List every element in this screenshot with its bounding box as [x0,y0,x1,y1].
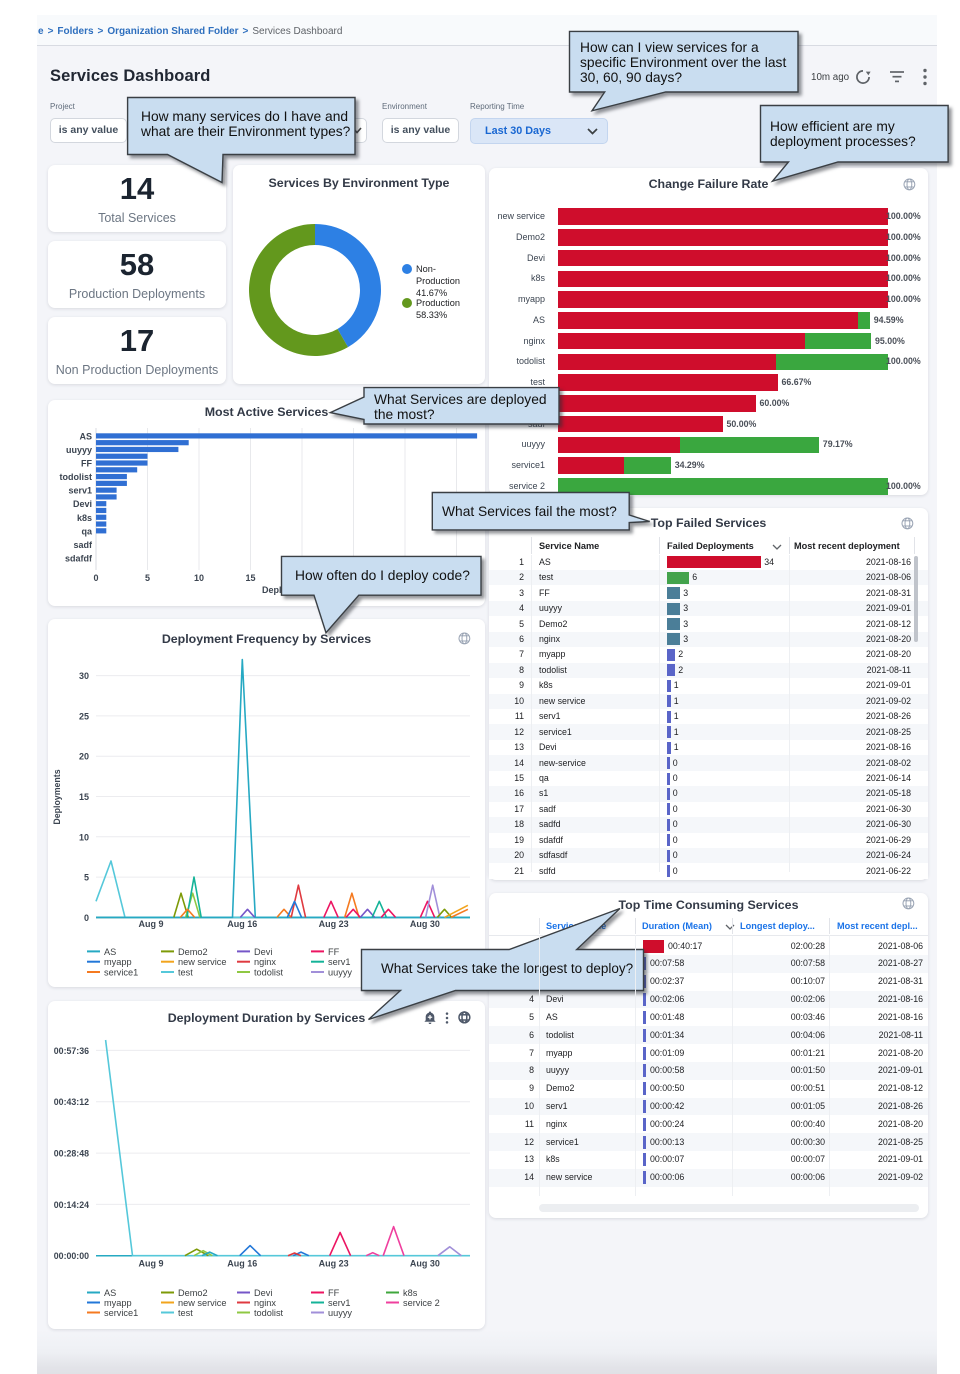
svg-text:Non-: Non- [416,264,436,274]
svg-text:Aug 9: Aug 9 [138,919,163,929]
svg-text:00:00:00: 00:00:00 [54,1251,89,1261]
svg-text:Aug 16: Aug 16 [227,919,257,929]
svg-text:Aug 9: Aug 9 [138,1259,163,1269]
svg-text:Devi: Devi [254,947,272,957]
svg-text:00:57:36: 00:57:36 [54,1046,89,1056]
svg-text:uuyyy: uuyyy [328,968,352,978]
svg-text:Production: Production [416,298,460,308]
svg-text:00:43:12: 00:43:12 [54,1097,89,1107]
svg-text:sadf: sadf [73,540,93,550]
svg-text:nginx: nginx [254,957,276,967]
svg-text:todolist: todolist [254,968,284,978]
svg-text:FF: FF [328,1288,340,1298]
svg-text:Aug 30: Aug 30 [410,1259,440,1269]
svg-text:5: 5 [145,573,150,583]
svg-text:Aug 23: Aug 23 [319,919,349,929]
svg-text:30: 30 [79,671,89,681]
svg-text:k8s: k8s [77,513,92,523]
svg-text:new service: new service [178,957,227,967]
svg-text:0: 0 [93,573,98,583]
svg-text:service 2: service 2 [403,1298,440,1308]
svg-text:Aug 23: Aug 23 [319,1259,349,1269]
svg-text:Demo2: Demo2 [178,947,208,957]
svg-text:test: test [178,1308,193,1318]
svg-text:new service: new service [178,1298,227,1308]
svg-text:todolist: todolist [254,1308,284,1318]
svg-text:uuyyy: uuyyy [66,445,92,455]
svg-text:20: 20 [79,752,89,762]
svg-text:serv1: serv1 [328,1298,350,1308]
svg-text:service1: service1 [104,968,138,978]
svg-text:Aug 16: Aug 16 [227,1259,257,1269]
svg-text:myapp: myapp [104,1298,132,1308]
svg-text:AS: AS [104,947,116,957]
svg-text:Demo2: Demo2 [178,1288,208,1298]
svg-text:Aug 30: Aug 30 [410,919,440,929]
svg-text:10: 10 [79,832,89,842]
svg-text:0: 0 [84,913,89,923]
svg-text:Devi: Devi [254,1288,272,1298]
svg-text:AS: AS [79,431,92,441]
svg-text:Devi: Devi [73,499,92,509]
svg-text:todolist: todolist [60,472,93,482]
svg-text:FF: FF [328,947,340,957]
svg-text:00:14:24: 00:14:24 [54,1200,89,1210]
svg-text:myapp: myapp [104,957,132,967]
svg-text:58.33%: 58.33% [416,310,447,320]
svg-text:sdafdf: sdafdf [65,553,93,563]
svg-text:uuyyy: uuyyy [328,1308,352,1318]
svg-text:nginx: nginx [254,1298,276,1308]
svg-text:AS: AS [104,1288,116,1298]
svg-text:10: 10 [194,573,204,583]
svg-text:25: 25 [79,711,89,721]
svg-text:15: 15 [79,792,89,802]
svg-text:serv1: serv1 [328,957,350,967]
svg-text:service1: service1 [104,1308,138,1318]
svg-text:serv1: serv1 [68,486,92,496]
svg-text:qa: qa [81,526,92,536]
svg-text:15: 15 [245,573,255,583]
svg-text:k8s: k8s [403,1288,418,1298]
svg-text:00:28:48: 00:28:48 [54,1149,89,1159]
svg-text:5: 5 [84,873,89,883]
svg-text:Deployments: Deployments [52,769,62,824]
svg-text:test: test [178,968,193,978]
svg-text:41.67%: 41.67% [416,288,447,298]
svg-text:Production: Production [416,276,460,286]
svg-text:FF: FF [81,459,92,469]
